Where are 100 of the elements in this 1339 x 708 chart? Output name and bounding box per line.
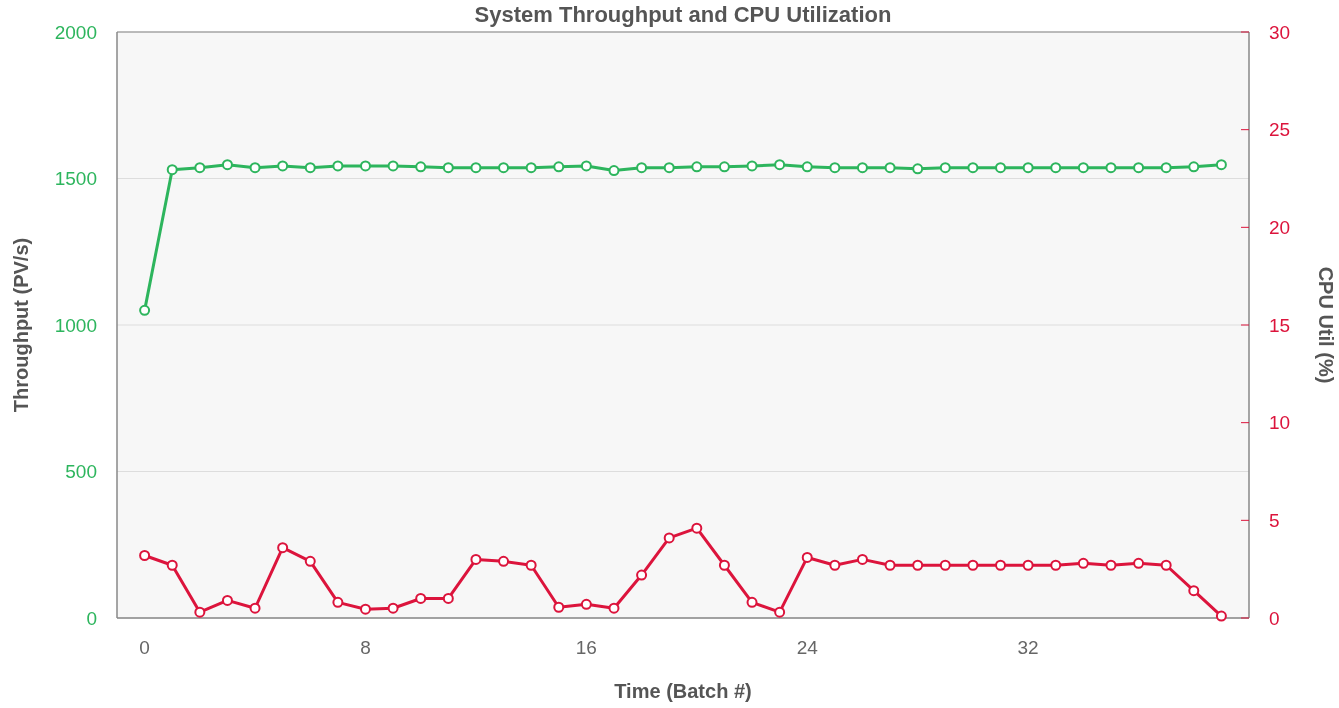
point bbox=[304, 162, 316, 174]
point bbox=[221, 159, 233, 171]
point bbox=[774, 606, 786, 618]
point bbox=[1077, 162, 1089, 174]
point bbox=[580, 160, 592, 172]
y2-tick-label: 30 bbox=[1269, 21, 1291, 43]
point bbox=[939, 162, 951, 174]
point bbox=[856, 162, 868, 174]
point bbox=[277, 542, 289, 554]
point bbox=[166, 164, 178, 176]
point bbox=[387, 160, 399, 172]
x-tick-label: 8 bbox=[360, 637, 371, 658]
point bbox=[967, 162, 979, 174]
point bbox=[332, 160, 344, 172]
point bbox=[359, 603, 371, 615]
point bbox=[553, 161, 565, 173]
point bbox=[553, 601, 565, 613]
point bbox=[746, 160, 758, 172]
y2-tick-label: 25 bbox=[1269, 119, 1291, 141]
point bbox=[1105, 162, 1117, 174]
point bbox=[1105, 559, 1117, 571]
y2-tick-label: 0 bbox=[1269, 607, 1280, 629]
point bbox=[1077, 557, 1089, 569]
point bbox=[194, 606, 206, 618]
point bbox=[470, 553, 482, 565]
point bbox=[912, 163, 924, 175]
point bbox=[415, 592, 427, 604]
point bbox=[498, 555, 510, 567]
point bbox=[1188, 585, 1200, 597]
point bbox=[498, 162, 510, 174]
point bbox=[415, 161, 427, 173]
point bbox=[1215, 610, 1227, 622]
point bbox=[470, 162, 482, 174]
point bbox=[636, 569, 648, 581]
point bbox=[1022, 559, 1034, 571]
point bbox=[718, 559, 730, 571]
point bbox=[636, 162, 648, 174]
point bbox=[249, 162, 261, 174]
point bbox=[1160, 559, 1172, 571]
point bbox=[442, 592, 454, 604]
point bbox=[967, 559, 979, 571]
point bbox=[995, 162, 1007, 174]
point bbox=[995, 559, 1007, 571]
point bbox=[166, 559, 178, 571]
y-tick-label: 1000 bbox=[54, 314, 97, 336]
point bbox=[525, 559, 537, 571]
point bbox=[359, 160, 371, 172]
point bbox=[829, 162, 841, 174]
point bbox=[746, 596, 758, 608]
chart-title: System Throughput and CPU Utilization bbox=[474, 2, 892, 27]
point bbox=[332, 596, 344, 608]
point bbox=[1133, 162, 1145, 174]
y2-tick-label: 20 bbox=[1269, 216, 1291, 238]
point bbox=[387, 602, 399, 614]
point bbox=[912, 559, 924, 571]
x-tick-label: 16 bbox=[575, 637, 597, 658]
x-tick-label: 0 bbox=[139, 637, 150, 658]
y2-tick-label: 5 bbox=[1269, 509, 1280, 531]
y-tick-label: 500 bbox=[65, 461, 97, 483]
point bbox=[249, 602, 261, 614]
point bbox=[829, 559, 841, 571]
point bbox=[304, 555, 316, 567]
y-tick-label: 1500 bbox=[54, 168, 97, 190]
point bbox=[663, 532, 675, 544]
y2-axis-title: CPU Util (%) bbox=[1315, 266, 1337, 384]
point bbox=[884, 162, 896, 174]
point bbox=[221, 594, 233, 606]
point bbox=[1215, 159, 1227, 171]
point bbox=[194, 162, 206, 174]
point bbox=[277, 160, 289, 172]
point bbox=[691, 522, 703, 534]
point bbox=[1188, 161, 1200, 173]
y-tick-label: 2000 bbox=[54, 21, 97, 43]
point bbox=[1133, 557, 1145, 569]
y-axis-title: Throughput (PV/s) bbox=[10, 237, 32, 413]
point bbox=[774, 159, 786, 171]
point bbox=[856, 553, 868, 565]
y-tick-label: 0 bbox=[86, 607, 97, 629]
point bbox=[718, 161, 730, 173]
point bbox=[1022, 162, 1034, 174]
point bbox=[525, 162, 537, 174]
point bbox=[1050, 559, 1062, 571]
point bbox=[608, 165, 620, 177]
point bbox=[139, 549, 151, 561]
point bbox=[1160, 162, 1172, 174]
point bbox=[1050, 162, 1062, 174]
point bbox=[663, 162, 675, 174]
point bbox=[691, 161, 703, 173]
point bbox=[801, 551, 813, 563]
x-axis-title: Time (Batch #) bbox=[614, 680, 752, 702]
point bbox=[939, 559, 951, 571]
point bbox=[139, 304, 151, 316]
y2-tick-label: 10 bbox=[1269, 412, 1291, 434]
x-tick-label: 32 bbox=[1017, 637, 1039, 658]
point bbox=[608, 602, 620, 614]
point bbox=[580, 598, 592, 610]
x-tick-label: 24 bbox=[796, 637, 819, 658]
y2-tick-label: 15 bbox=[1269, 314, 1291, 336]
point bbox=[801, 161, 813, 173]
point bbox=[884, 559, 896, 571]
